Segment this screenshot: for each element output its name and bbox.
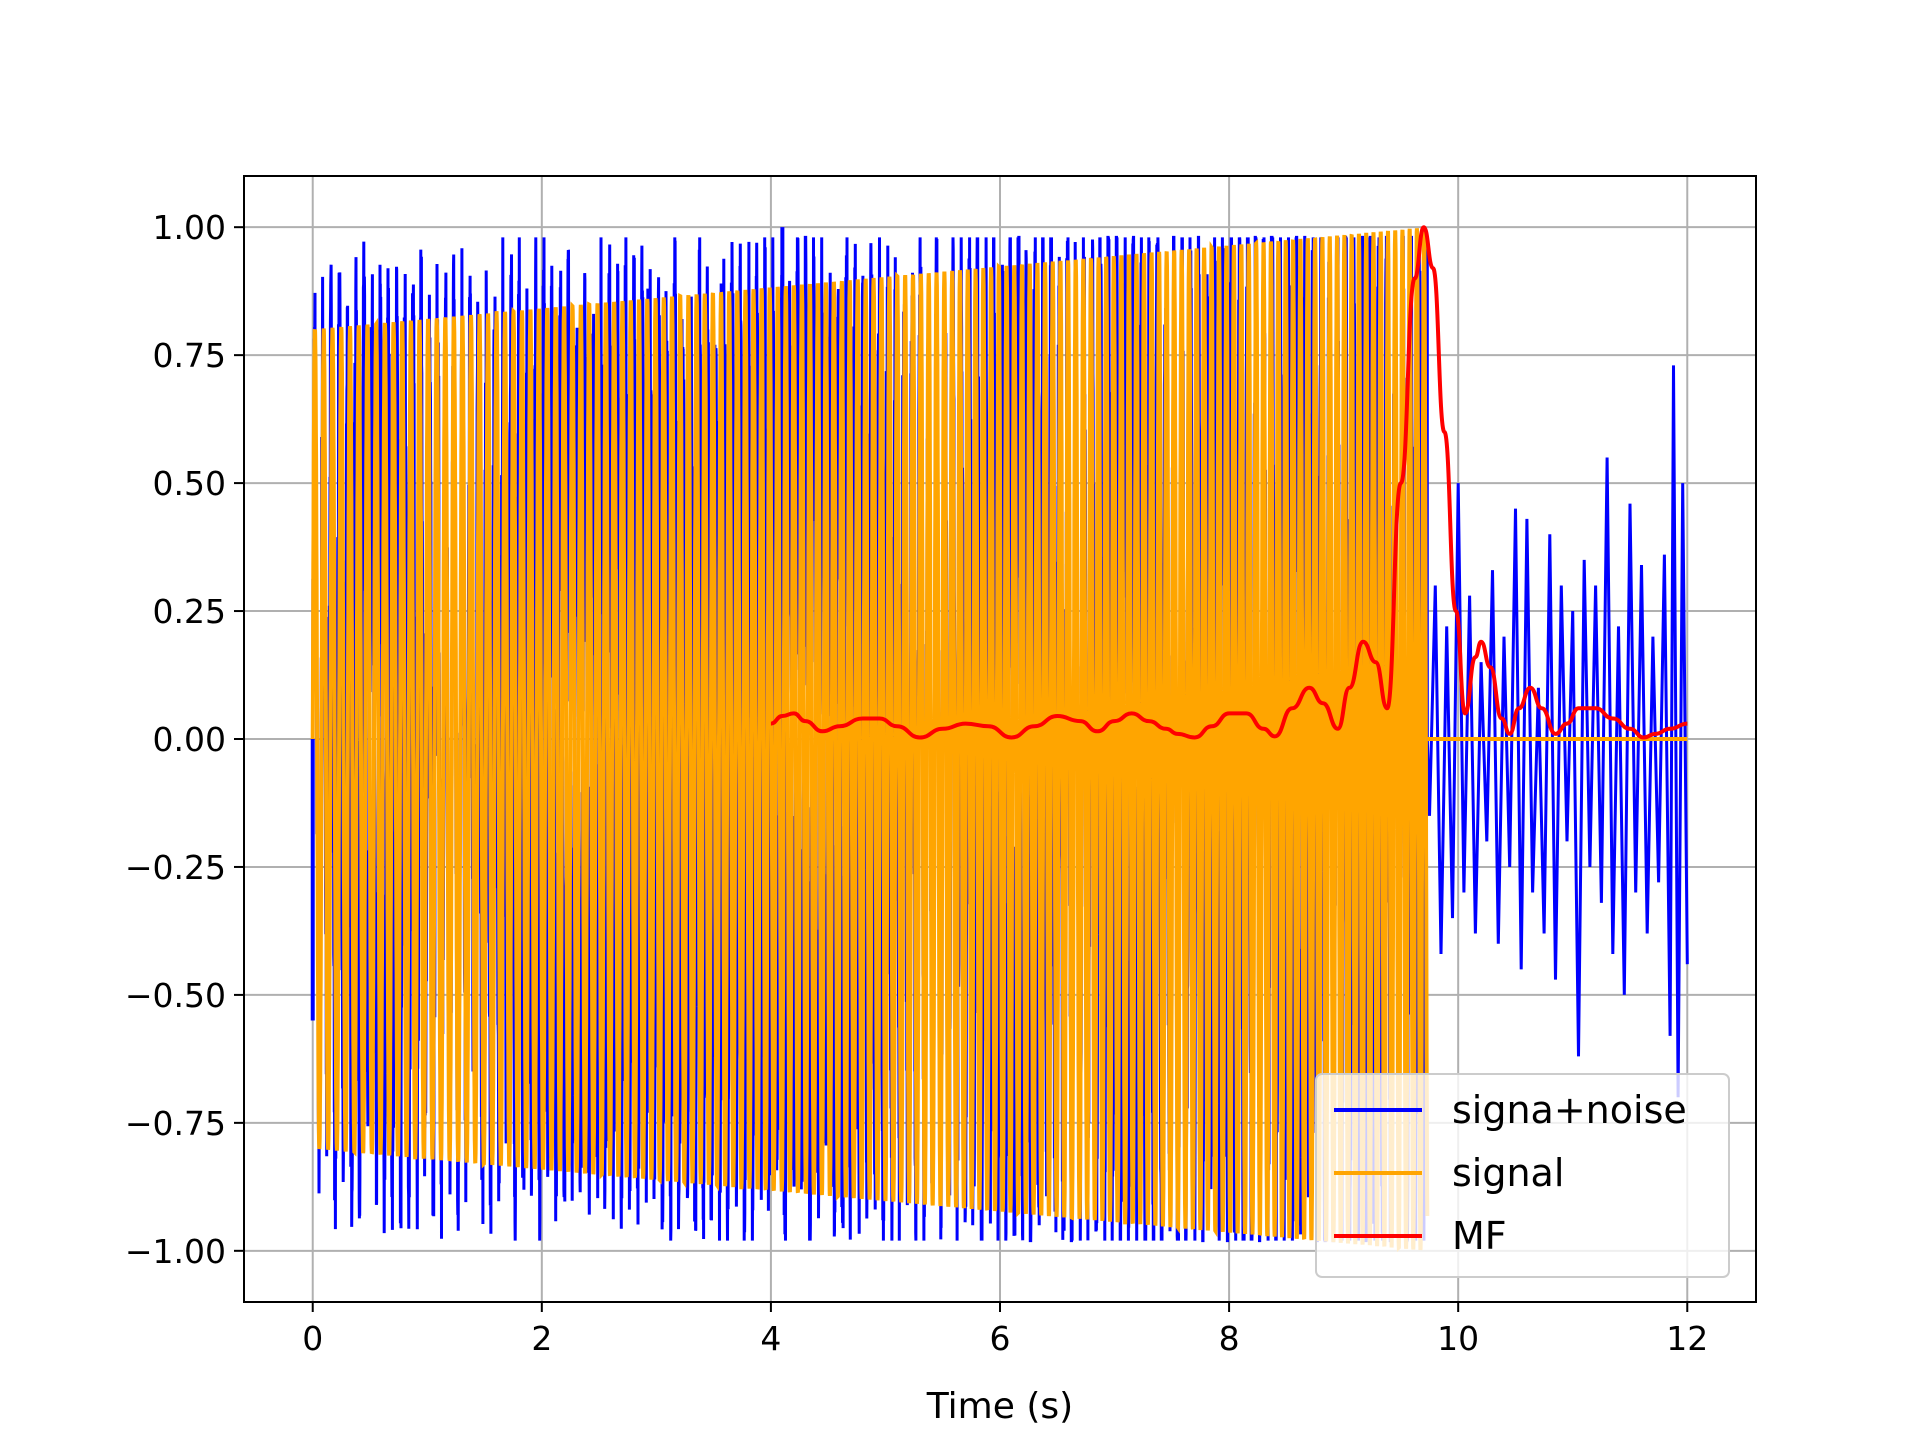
y-tick-label: 0.00 — [153, 720, 226, 759]
x-tick-label: 12 — [1666, 1319, 1708, 1358]
legend-label: signal — [1452, 1151, 1564, 1195]
signal-line — [310, 227, 1430, 1253]
y-tick-label: −0.50 — [125, 976, 226, 1015]
y-tick-label: −0.25 — [125, 848, 226, 887]
y-tick-label: 0.50 — [153, 464, 226, 503]
series-mf — [770, 225, 1688, 740]
x-tick-label: 0 — [302, 1319, 323, 1358]
x-tick-label: 8 — [1219, 1319, 1240, 1358]
y-tick-label: 0.25 — [153, 592, 226, 631]
y-tick-label: 1.00 — [153, 208, 226, 247]
y-tick-label: −1.00 — [125, 1232, 226, 1271]
mf-line — [770, 225, 1688, 740]
legend-box — [1315, 1073, 1730, 1278]
legend: signa+noise signal MF — [1315, 1073, 1730, 1278]
x-tick-label: 10 — [1437, 1319, 1479, 1358]
y-tick-label: 0.75 — [153, 336, 226, 375]
x-axis: 0 2 4 6 8 10 12 — [302, 1302, 1708, 1358]
legend-label: MF — [1452, 1214, 1507, 1258]
x-tick-label: 4 — [760, 1319, 781, 1358]
y-tick-label: −0.75 — [125, 1104, 226, 1143]
legend-label: signa+noise — [1452, 1088, 1687, 1132]
x-tick-label: 2 — [531, 1319, 552, 1358]
x-axis-label: Time (s) — [926, 1386, 1073, 1427]
x-tick-label: 6 — [990, 1319, 1011, 1358]
y-axis: 1.00 0.75 0.50 0.25 0.00 −0.25 −0.50 −0.75 −1.00 — [125, 208, 244, 1271]
